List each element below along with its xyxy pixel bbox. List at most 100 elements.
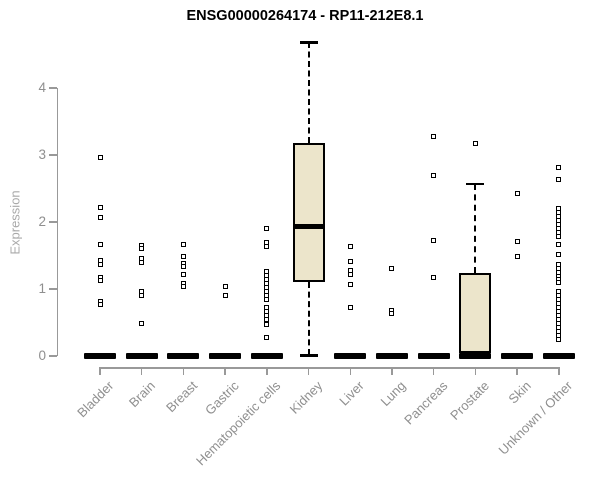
x-axis-tick <box>349 367 351 375</box>
x-axis-tick <box>182 367 185 375</box>
outlier-point[interactable] <box>347 304 353 310</box>
outlier-point[interactable] <box>514 254 520 260</box>
y-axis-line <box>56 88 58 356</box>
outlier-point[interactable] <box>97 242 103 248</box>
x-axis-tick <box>432 367 435 375</box>
y-axis-tick <box>49 221 57 223</box>
outlier-point[interactable] <box>264 297 270 303</box>
x-axis-category-label: Pancreas <box>400 378 451 428</box>
x-axis-category-label: Gastric <box>202 378 242 418</box>
outlier-point[interactable] <box>556 233 562 239</box>
outlier-point[interactable] <box>556 176 562 182</box>
outlier-point[interactable] <box>347 272 353 278</box>
box[interactable] <box>292 142 325 283</box>
outlier-point[interactable] <box>180 284 186 290</box>
x-axis-tick <box>558 367 560 375</box>
x-axis-tick <box>474 367 477 375</box>
outlier-point[interactable] <box>97 214 103 220</box>
x-axis-tick <box>99 367 101 375</box>
whisker-cap-upper-icon <box>466 182 485 186</box>
outlier-point[interactable] <box>431 133 437 139</box>
x-axis-category-label: Liver <box>336 378 367 409</box>
outlier-point[interactable] <box>180 271 186 277</box>
x-axis-tick <box>391 367 393 375</box>
box[interactable] <box>459 272 492 353</box>
median-bar[interactable] <box>375 353 408 359</box>
x-axis-category-label: Kidney <box>286 378 326 417</box>
outlier-point[interactable] <box>264 322 270 327</box>
outlier-point[interactable] <box>139 320 145 326</box>
median-bar[interactable] <box>542 353 575 359</box>
x-axis-category-label: Breast <box>162 378 201 416</box>
x-axis-category-label: Brain <box>126 378 159 411</box>
outlier-point[interactable] <box>97 204 103 210</box>
x-axis-tick <box>224 367 226 375</box>
outlier-point[interactable] <box>97 278 103 284</box>
outlier-point[interactable] <box>556 336 562 342</box>
outlier-point[interactable] <box>97 154 103 160</box>
median-bar[interactable] <box>417 353 450 359</box>
outlier-point[interactable] <box>97 261 103 267</box>
x-axis-category-label: Prostate <box>447 378 492 423</box>
median-bar[interactable] <box>125 353 158 359</box>
y-axis-tick-label: 0 <box>38 348 46 363</box>
outlier-point[interactable] <box>347 281 353 287</box>
outlier-point[interactable] <box>180 264 186 270</box>
outlier-point[interactable] <box>556 241 562 247</box>
median-bar[interactable] <box>501 353 534 359</box>
whisker-cap-lower-icon <box>299 354 318 357</box>
median-bar[interactable] <box>167 353 200 359</box>
outlier-point[interactable] <box>222 283 228 289</box>
outlier-point[interactable] <box>264 226 270 232</box>
outlier-point[interactable] <box>556 164 562 170</box>
outlier-point[interactable] <box>222 293 228 299</box>
outlier-point[interactable] <box>556 280 562 286</box>
outlier-point[interactable] <box>139 246 145 252</box>
outlier-point[interactable] <box>472 141 478 147</box>
median-bar[interactable] <box>84 353 116 359</box>
y-axis-tick-label: 3 <box>38 147 46 162</box>
outlier-point[interactable] <box>139 260 145 266</box>
outlier-point[interactable] <box>347 243 353 249</box>
median-bar[interactable] <box>209 353 242 359</box>
median-bar[interactable] <box>459 353 492 359</box>
whisker-cap-upper-icon <box>299 41 318 44</box>
x-axis-category-label: Bladder <box>74 378 117 421</box>
outlier-point[interactable] <box>139 292 145 298</box>
outlier-point[interactable] <box>264 334 270 340</box>
y-axis-tick <box>49 355 57 357</box>
x-axis-tick <box>516 367 518 375</box>
whisker-upper <box>474 183 477 273</box>
outlier-point[interactable] <box>514 191 520 197</box>
outlier-point[interactable] <box>97 301 103 307</box>
x-axis-category-label: Skin <box>505 378 534 407</box>
x-axis-tick <box>266 367 268 375</box>
x-axis-tick <box>307 367 310 375</box>
outlier-point[interactable] <box>431 275 437 281</box>
outlier-point[interactable] <box>180 241 186 247</box>
outlier-point[interactable] <box>389 311 395 317</box>
outlier-point[interactable] <box>139 255 145 261</box>
outlier-point[interactable] <box>347 259 353 265</box>
outlier-point[interactable] <box>431 238 437 244</box>
outlier-point[interactable] <box>431 172 437 178</box>
whisker-lower <box>307 282 310 356</box>
x-axis-category-label: Lung <box>377 378 409 410</box>
y-axis-tick-label: 4 <box>38 80 46 95</box>
outlier-point[interactable] <box>389 266 395 272</box>
median-bar[interactable] <box>292 223 325 230</box>
y-axis-tick-label: 1 <box>38 281 46 296</box>
median-bar[interactable] <box>334 353 367 359</box>
outlier-point[interactable] <box>264 243 270 249</box>
outlier-point[interactable] <box>556 252 562 258</box>
y-axis-tick <box>49 87 57 89</box>
median-bar[interactable] <box>250 353 283 359</box>
y-axis-tick <box>49 288 57 290</box>
outlier-point[interactable] <box>180 254 186 260</box>
y-axis-tick-label: 2 <box>38 214 46 229</box>
outlier-point[interactable] <box>264 317 270 323</box>
outlier-point[interactable] <box>514 238 520 244</box>
chart-title: ENSG00000264174 - RP11-212E8.1 <box>186 8 424 24</box>
